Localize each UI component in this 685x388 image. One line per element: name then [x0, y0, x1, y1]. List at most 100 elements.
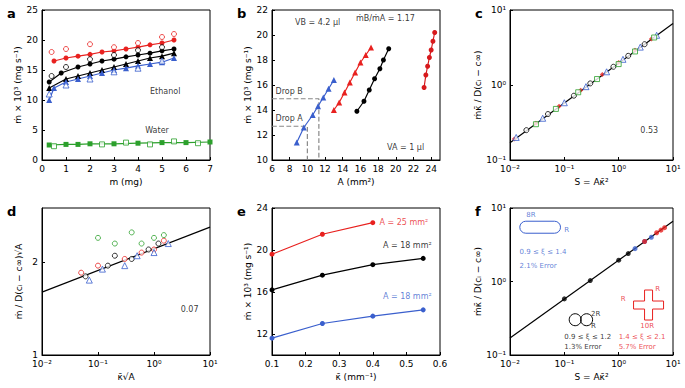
- svg-text:16: 16: [257, 80, 269, 90]
- svg-text:24: 24: [425, 164, 437, 174]
- svg-text:10¹: 10¹: [491, 5, 506, 15]
- svg-text:1.3% Error: 1.3% Error: [564, 343, 601, 351]
- svg-text:20: 20: [27, 35, 39, 45]
- svg-text:d: d: [7, 204, 16, 219]
- svg-text:A (mm²): A (mm²): [337, 177, 374, 187]
- svg-text:ṁ × 10³ (mg s⁻¹): ṁ × 10³ (mg s⁻¹): [243, 46, 253, 123]
- svg-text:7: 7: [207, 164, 213, 174]
- svg-text:e: e: [237, 204, 246, 219]
- svg-text:1: 1: [63, 164, 69, 174]
- svg-text:10⁰: 10⁰: [491, 277, 506, 287]
- svg-text:18: 18: [257, 55, 269, 65]
- svg-text:5.7% Error: 5.7% Error: [619, 343, 656, 351]
- svg-text:20: 20: [390, 164, 402, 174]
- svg-text:3: 3: [111, 164, 117, 174]
- svg-text:Drop B: Drop B: [276, 87, 303, 96]
- svg-text:f: f: [475, 204, 481, 219]
- svg-text:10⁰: 10⁰: [146, 359, 161, 369]
- svg-text:0.1: 0.1: [265, 359, 279, 369]
- svg-text:10⁰: 10⁰: [611, 359, 626, 369]
- svg-text:25: 25: [27, 5, 38, 15]
- svg-text:A = 25 mm²: A = 25 mm²: [380, 218, 429, 227]
- svg-text:R: R: [655, 285, 660, 293]
- svg-text:22: 22: [257, 5, 268, 15]
- svg-text:0: 0: [39, 164, 45, 174]
- svg-text:20: 20: [257, 245, 269, 255]
- svg-text:0.4: 0.4: [366, 359, 381, 369]
- svg-text:15: 15: [27, 65, 38, 75]
- svg-text:10: 10: [27, 95, 39, 105]
- svg-text:R: R: [621, 295, 626, 303]
- svg-text:12: 12: [319, 164, 330, 174]
- svg-text:18: 18: [372, 164, 384, 174]
- svg-text:4: 4: [135, 164, 141, 174]
- svg-text:24: 24: [257, 203, 269, 213]
- svg-text:10⁻¹: 10⁻¹: [554, 359, 574, 369]
- svg-text:0: 0: [32, 155, 38, 165]
- svg-text:A = 18 mm²: A = 18 mm²: [383, 292, 432, 301]
- svg-text:Water: Water: [145, 126, 169, 135]
- svg-text:10⁻²: 10⁻²: [500, 164, 520, 174]
- svg-text:0.2: 0.2: [298, 359, 312, 369]
- svg-text:0.07: 0.07: [181, 305, 199, 314]
- svg-text:10: 10: [257, 155, 269, 165]
- svg-text:5: 5: [32, 125, 38, 135]
- svg-text:2: 2: [87, 164, 93, 174]
- svg-text:10⁻¹: 10⁻¹: [88, 359, 108, 369]
- svg-text:ṁ × 10³ (mg s⁻¹): ṁ × 10³ (mg s⁻¹): [243, 243, 253, 320]
- svg-text:ṁB/ṁA = 1.17: ṁB/ṁA = 1.17: [356, 14, 415, 23]
- svg-text:a: a: [7, 6, 16, 21]
- svg-text:10⁰: 10⁰: [611, 164, 626, 174]
- svg-text:0.5: 0.5: [399, 359, 413, 369]
- svg-text:0.3: 0.3: [332, 359, 346, 369]
- svg-text:Ethanol: Ethanol: [150, 87, 180, 96]
- svg-text:A = 18 mm²: A = 18 mm²: [383, 241, 432, 250]
- svg-text:S = Aκ̄²: S = Aκ̄²: [574, 177, 608, 187]
- svg-text:10⁻²: 10⁻²: [32, 359, 52, 369]
- svg-text:6: 6: [183, 164, 189, 174]
- svg-text:8R: 8R: [526, 211, 535, 219]
- svg-text:16: 16: [355, 164, 367, 174]
- svg-text:S = Aκ̄²: S = Aκ̄²: [574, 372, 608, 382]
- svg-text:R: R: [564, 226, 569, 234]
- svg-text:16: 16: [257, 287, 269, 297]
- svg-text:0.6: 0.6: [433, 359, 448, 369]
- svg-text:12: 12: [257, 130, 268, 140]
- svg-text:5: 5: [159, 164, 165, 174]
- svg-text:10¹: 10¹: [491, 203, 506, 213]
- svg-text:10: 10: [302, 164, 314, 174]
- svg-text:ṁκ̄ / D(cᵢ − c∞): ṁκ̄ / D(cᵢ − c∞): [473, 247, 483, 316]
- svg-text:14: 14: [257, 105, 269, 115]
- svg-text:0.53: 0.53: [640, 126, 658, 135]
- svg-text:ṁκ̄ / D(cᵢ − c∞): ṁκ̄ / D(cᵢ − c∞): [473, 50, 483, 119]
- svg-text:ṁ / D(cᵢ − c∞)√A: ṁ / D(cᵢ − c∞)√A: [14, 243, 24, 319]
- svg-text:10⁻¹: 10⁻¹: [554, 164, 574, 174]
- svg-text:m (mg): m (mg): [109, 177, 142, 187]
- svg-text:0.9 ≤ ξ ≤ 1.2: 0.9 ≤ ξ ≤ 1.2: [564, 333, 611, 341]
- svg-text:R: R: [591, 322, 596, 330]
- svg-text:b: b: [237, 6, 246, 21]
- svg-text:2R: 2R: [591, 310, 600, 318]
- svg-text:1.4 ≤ ξ ≤ 2.1: 1.4 ≤ ξ ≤ 2.1: [619, 333, 666, 341]
- svg-text:20: 20: [257, 30, 269, 40]
- svg-text:10¹: 10¹: [665, 359, 680, 369]
- svg-text:10R: 10R: [640, 322, 654, 330]
- svg-text:10¹: 10¹: [665, 164, 680, 174]
- svg-text:10¹: 10¹: [202, 359, 217, 369]
- svg-text:ṁ × 10³ (mg s⁻¹): ṁ × 10³ (mg s⁻¹): [13, 46, 23, 123]
- svg-text:VA = 1 μl: VA = 1 μl: [387, 143, 424, 152]
- svg-text:κ̄√A: κ̄√A: [117, 372, 135, 382]
- svg-text:12: 12: [257, 329, 268, 339]
- svg-text:Drop A: Drop A: [276, 114, 304, 123]
- svg-text:10⁰: 10⁰: [491, 80, 506, 90]
- svg-text:κ̄ (mm⁻¹): κ̄ (mm⁻¹): [335, 372, 376, 382]
- svg-text:VB = 4.2 μl: VB = 4.2 μl: [295, 18, 340, 27]
- svg-text:10⁻²: 10⁻²: [500, 359, 520, 369]
- svg-text:6: 6: [269, 164, 275, 174]
- svg-text:2: 2: [32, 257, 38, 267]
- svg-text:8: 8: [287, 164, 293, 174]
- svg-text:22: 22: [408, 164, 419, 174]
- svg-text:0.9 ≤ ξ ≤ 1.4: 0.9 ≤ ξ ≤ 1.4: [520, 248, 567, 256]
- svg-text:c: c: [475, 6, 483, 21]
- svg-text:2.1% Error: 2.1% Error: [520, 262, 557, 270]
